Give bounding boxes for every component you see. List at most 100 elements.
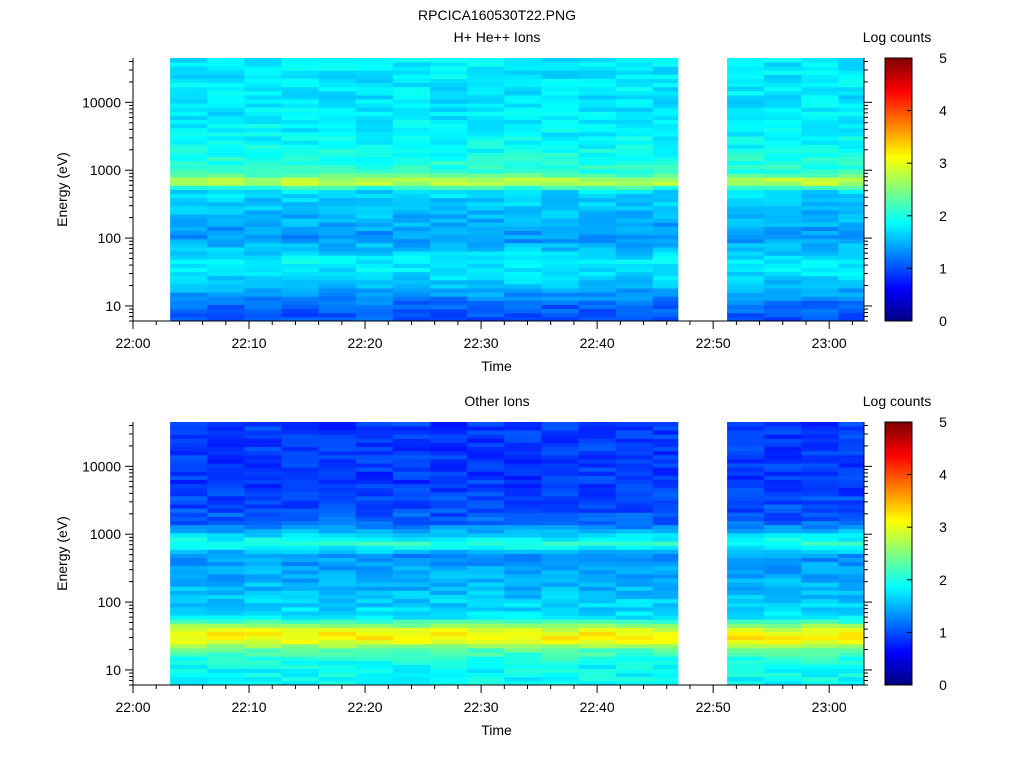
heatmap-cell [281,656,320,661]
heatmap-cell [244,594,282,600]
heatmap-cell [764,541,802,546]
heatmap-cell [578,251,617,256]
heatmap-cell [801,594,839,600]
heatmap-cell [504,500,542,505]
heatmap-cell [615,508,654,513]
heatmap-cell [170,491,208,497]
heatmap-cell [170,541,208,546]
heatmap-cell [838,201,865,207]
heatmap-cell [318,123,357,129]
heatmap-cell [467,251,505,256]
heatmap-cell [244,300,282,305]
heatmap-cell [318,606,357,612]
heatmap-cell [578,422,617,427]
heatmap-cell [318,504,357,509]
heatmap-cell [541,222,579,227]
heatmap-cell [504,475,542,480]
heatmap-cell [207,594,245,600]
colorbar-segment [885,157,912,162]
heatmap-cell [801,78,839,84]
heatmap-cell [764,123,802,129]
heatmap-cell [207,234,245,240]
heatmap-cell [541,442,579,448]
heatmap-cell [578,483,617,489]
heatmap-cell [430,648,468,653]
heatmap-cell [578,672,617,678]
heatmap-cell [207,66,245,71]
heatmap-cell [541,668,579,674]
heatmap-cell [504,664,542,669]
heatmap-cell [244,255,282,260]
heatmap-cell [281,475,320,480]
heatmap-cell [727,259,765,264]
heatmap-cell [652,144,679,149]
x-tick-label: 22:40 [580,335,615,351]
colorbar-segment [885,100,912,104]
heatmap-cell [801,292,839,297]
heatmap-cell [207,483,245,489]
heatmap-cell [318,136,357,141]
heatmap-cell [318,516,357,522]
heatmap-cell [541,140,579,145]
heatmap-cell [504,668,542,674]
heatmap-cell [838,251,865,256]
heatmap-cell [207,602,245,608]
heatmap-cell [652,471,679,476]
heatmap-cell [467,230,505,236]
x-tick-label: 22:10 [232,699,267,715]
heatmap-cell [430,569,468,575]
heatmap-cell [170,62,208,67]
heatmap-cell [355,168,394,174]
colorbar-segment [885,310,912,314]
heatmap-cell [467,586,505,591]
heatmap-cell [467,300,505,305]
heatmap-cell [727,255,765,260]
colorbar-label: Log counts [863,393,932,409]
heatmap-cell [652,193,679,199]
heatmap-cell [652,242,679,248]
heatmap-cell [392,140,431,145]
heatmap-cell [727,148,765,153]
colorbar-segment [885,118,912,122]
colorbar-segment [885,624,912,628]
heatmap-cell [281,508,320,513]
colorbar-segment [885,574,912,578]
x-tick-label: 22:00 [115,335,150,351]
heatmap-cell [355,643,394,649]
heatmap-cell [430,635,468,641]
heatmap-cell [392,471,431,476]
heatmap-cell [392,66,431,71]
y-tick-label: 10 [105,298,121,314]
heatmap-cell [652,504,679,509]
heatmap-cell [764,557,802,563]
heatmap-cell [504,643,542,649]
heatmap-cell [615,537,654,542]
heatmap-cell [467,201,505,207]
heatmap-cell [652,516,679,522]
heatmap-cell [652,152,679,158]
colorbar-segment [885,105,912,109]
colorbar-segment [885,186,912,190]
heatmap-cell [318,111,357,116]
colorbar-segment [885,427,912,431]
heatmap-cell [430,487,468,493]
heatmap-cell [764,553,802,559]
colorbar-segment [885,445,912,449]
heatmap-cell [170,304,208,310]
heatmap-cell [318,78,357,84]
heatmap-cell [318,160,357,166]
heatmap-cell [801,205,839,211]
heatmap-cell [392,615,431,620]
heatmap-cell [504,107,542,112]
heatmap-cell [355,467,394,472]
heatmap-cell [615,422,654,427]
heatmap-cell [318,210,357,215]
heatmap-cell [170,242,208,248]
heatmap-cell [467,214,505,219]
heatmap-cell [764,590,802,595]
heatmap-cell [541,304,579,310]
colorbar-segment [885,202,912,206]
heatmap-cell [578,119,617,125]
heatmap-cell [541,201,579,207]
heatmap-cell [430,214,468,219]
